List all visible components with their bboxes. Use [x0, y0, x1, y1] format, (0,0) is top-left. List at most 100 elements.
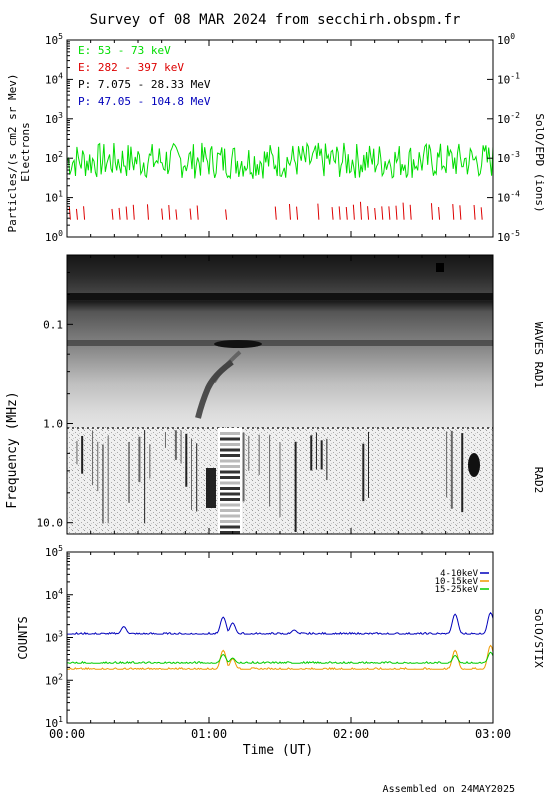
particles-y2tick-label: 10-1	[497, 71, 520, 86]
electron-high-point	[452, 204, 455, 220]
x-axis-label: Time (UT)	[243, 743, 313, 758]
rad2-gap-bar	[220, 498, 240, 501]
electron-high-point	[118, 207, 121, 220]
stix-ticks: 101 102 103 104 105	[45, 544, 73, 730]
electron-high-point	[125, 206, 128, 220]
rad2-gap-bar	[220, 514, 240, 518]
rad2-gap-bar	[220, 509, 240, 512]
legend-stix-mid: 10-15keV	[435, 577, 479, 587]
rad2-gap-bar	[220, 492, 240, 496]
electron-high-point	[132, 204, 135, 220]
stix-ytick-label: 103	[45, 630, 63, 645]
electron-high-point	[367, 206, 370, 220]
electron-high-point	[402, 202, 405, 220]
particles-y2tick-label: 10-3	[497, 150, 520, 165]
rad2-gap-bar	[220, 487, 240, 490]
electron-high-point	[75, 208, 78, 220]
rad2-gap-bar	[220, 476, 240, 479]
electron-high-point	[196, 205, 199, 220]
legend-p-high: P: 47.05 - 104.8 MeV	[78, 95, 211, 108]
spectrogram-ytick-label: 10.0	[37, 517, 64, 530]
rad1-band-mid	[67, 340, 493, 346]
spectrogram-ticks: 0.1 1.0 10.0	[37, 271, 73, 530]
stix-ytick-label: 101	[45, 715, 63, 730]
electron-high-point	[296, 206, 299, 220]
electron-low-trace	[66, 141, 494, 180]
rad2-gap-bar	[220, 437, 240, 441]
rad2-gap-bar	[220, 459, 240, 463]
electron-high-point	[161, 208, 164, 220]
electron-high-point	[409, 204, 412, 220]
particles-panel: 100 101 102 103 104 105 10-5 10-4 10-3 10-2 10-1 10…	[6, 32, 546, 244]
electron-high-point	[146, 204, 149, 220]
particles-ylabel-1: Particles/(s cm2 sr Mev)	[6, 74, 19, 233]
electron-high-point	[473, 204, 476, 220]
electron-high-point	[225, 209, 228, 220]
electron-high-point	[374, 208, 377, 220]
electron-high-point	[331, 207, 334, 220]
x-tick-label: 01:00	[191, 727, 227, 741]
stix-traces	[66, 611, 494, 671]
spectrogram-ytick-label: 1.0	[43, 418, 63, 431]
rad2-gap-bar	[220, 531, 240, 534]
rad2-gap-bar	[220, 520, 240, 523]
particles-ylabel-2: Electrons	[19, 122, 32, 182]
rad2-gap-bar	[220, 454, 240, 457]
electron-high-point	[111, 208, 114, 220]
rad1-label: WAVES RAD1	[532, 322, 545, 388]
electron-high-point	[388, 206, 391, 220]
rad2-features	[76, 430, 464, 532]
rad2-gap-bar	[220, 443, 240, 446]
legend-e-low: E: 53 - 73 keV	[78, 44, 171, 57]
stix-trace-2	[66, 651, 494, 664]
stix-ytick-label: 105	[45, 544, 63, 559]
x-tick-label: 03:00	[475, 727, 511, 741]
rad2-gap-bar	[220, 465, 240, 468]
chart-title: Survey of 08 MAR 2024 from secchirh.obsp…	[90, 12, 461, 28]
x-axis: 00:00 01:00 02:00 03:00	[49, 40, 511, 741]
rad2-gap-bar	[220, 432, 240, 435]
electron-high-point	[175, 209, 178, 220]
electron-high-point	[288, 203, 291, 220]
particles-y2tick-label: 10-2	[497, 111, 520, 126]
stix-panel: 101 102 103 104 105 4-10keV 10-15keV 15-25ke…	[16, 544, 545, 730]
stix-frame	[66, 551, 494, 724]
electron-high-point	[274, 206, 277, 220]
electron-high-point	[395, 205, 398, 220]
spectrogram-ylabel: Frequency (MHz)	[5, 391, 20, 508]
particles-legend: E: 53 - 73 keV E: 282 - 397 keV P: 7.075…	[78, 44, 211, 108]
x-tick-label: 02:00	[333, 727, 369, 741]
electron-high-point	[438, 207, 441, 220]
electron-high-point	[83, 206, 86, 220]
rad2-late-burst	[468, 453, 480, 477]
electron-high-point	[345, 206, 348, 220]
rad1-drift-burst-2	[212, 350, 242, 384]
particles-ytick-label: 105	[45, 32, 63, 47]
stix-right-label: SolO/STIX	[532, 608, 545, 668]
stix-ytick-label: 104	[45, 587, 63, 602]
electron-high-point	[352, 204, 355, 220]
particles-ytick-label: 104	[45, 71, 63, 86]
legend-stix-high: 15-25keV	[435, 585, 479, 595]
rad2-gap-bar	[220, 525, 240, 529]
particles-ytick-label: 100	[45, 229, 63, 244]
rad2-gap-bar	[220, 503, 240, 507]
x-tick-label: 00:00	[49, 727, 85, 741]
rad1-spot	[436, 263, 444, 272]
stix-legend: 4-10keV 10-15keV 15-25keV	[435, 569, 489, 595]
rad1-burst-core	[214, 340, 262, 348]
electron-high-point	[317, 203, 320, 220]
particles-y2tick-label: 100	[497, 32, 515, 47]
rad2-label: RAD2	[532, 467, 545, 494]
stix-trace-1	[67, 644, 494, 671]
rad2-gap-bar	[220, 448, 240, 452]
electron-high-point	[168, 205, 171, 220]
footer-assembled: Assembled on 24MAY2025	[383, 784, 515, 795]
legend-e-high: E: 282 - 397 keV	[78, 61, 184, 74]
stix-trace-0	[67, 611, 494, 635]
electron-high-point	[480, 207, 483, 220]
particles-traces	[66, 141, 494, 220]
electron-high-point	[189, 208, 192, 220]
particles-ticks: 100 101 102 103 104 105 10-5 10-4 10-3 10-2 10-1 10…	[45, 32, 520, 244]
particles-ytick-label: 101	[45, 190, 63, 205]
